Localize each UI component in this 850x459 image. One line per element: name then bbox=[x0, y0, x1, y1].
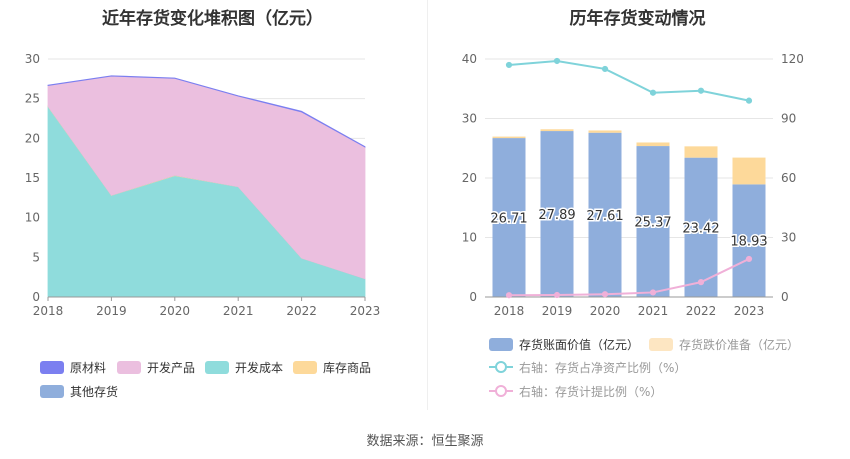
bar-label-halo: 25.37 bbox=[634, 216, 671, 231]
line-ratio-point bbox=[697, 87, 705, 94]
right-x-tick-label: 2018 bbox=[494, 304, 525, 318]
bar-label-halo: 27.61 bbox=[586, 209, 623, 224]
bar-label: 25.37 bbox=[634, 216, 671, 231]
bar-reserve bbox=[492, 136, 526, 139]
legend-label-provision: 右轴：存货计提比例（%） bbox=[519, 384, 662, 399]
left-x-tick-label: 2021 bbox=[223, 304, 254, 318]
right-right-axis-tick-label: 90 bbox=[781, 112, 796, 126]
left-x-tick-label: 2022 bbox=[286, 304, 317, 318]
legend-label-ratio: 右轴：存货占净资产比例（%） bbox=[519, 360, 686, 375]
line-provision-point bbox=[505, 292, 513, 299]
right-x-tick-label: 2021 bbox=[638, 304, 669, 318]
line-ratio-point bbox=[745, 97, 753, 104]
legend-swatch-原材料 bbox=[40, 361, 64, 374]
left-x-tick-label: 2023 bbox=[350, 304, 381, 318]
left-y-tick-label: 20 bbox=[25, 131, 40, 145]
bar-reserve bbox=[540, 129, 574, 132]
bar-label-halo: 18.93 bbox=[730, 235, 767, 250]
right-right-axis-tick-label: 30 bbox=[781, 231, 796, 245]
line-ratio-point bbox=[601, 65, 609, 73]
left-y-tick-label: 25 bbox=[25, 92, 40, 106]
left-x-tick-label: 2018 bbox=[33, 304, 64, 318]
line-provision-point bbox=[553, 291, 561, 299]
bar-label-halo: 23.42 bbox=[682, 221, 719, 236]
bar-reserve bbox=[636, 142, 670, 147]
legend-label-reserve: 存货跌价准备（亿元） bbox=[679, 337, 799, 352]
right-x-tick-label: 2019 bbox=[542, 304, 573, 318]
legend-swatch-开发成本 bbox=[205, 361, 229, 374]
bar-reserve bbox=[684, 146, 718, 158]
bar-label: 27.61 bbox=[586, 209, 623, 224]
line-provision-point bbox=[745, 255, 753, 263]
right-left-axis-tick-label: 20 bbox=[462, 171, 477, 185]
line-ratio-point bbox=[505, 61, 513, 69]
bar-book-value bbox=[732, 184, 766, 297]
right-left-axis-tick-label: 0 bbox=[469, 290, 477, 304]
line-provision-point bbox=[601, 291, 609, 298]
right-chart-title: 历年存货变动情况 bbox=[569, 9, 706, 29]
bar-label: 26.71 bbox=[490, 212, 527, 227]
bar-reserve bbox=[588, 130, 622, 133]
legend-label-开发产品: 开发产品 bbox=[147, 360, 195, 375]
line-provision-point bbox=[649, 289, 657, 296]
left-y-tick-label: 15 bbox=[25, 171, 40, 185]
line-provision bbox=[508, 258, 750, 297]
right-left-axis-tick-label: 40 bbox=[462, 52, 477, 66]
legend-swatch-开发产品 bbox=[117, 361, 141, 374]
right-x-tick-label: 2023 bbox=[734, 304, 765, 318]
legend-label-库存商品: 库存商品 bbox=[323, 360, 371, 375]
line-ratio bbox=[508, 59, 750, 102]
bar-label: 18.93 bbox=[730, 235, 767, 250]
right-right-axis-tick-label: 0 bbox=[781, 290, 789, 304]
legend-marker-provision bbox=[495, 385, 507, 397]
left-y-tick-label: 5 bbox=[32, 250, 40, 264]
legend-label-原材料: 原材料 bbox=[70, 361, 106, 375]
left-chart-title: 近年存货变化堆积图（亿元） bbox=[102, 9, 323, 29]
legend-swatch-其他存货 bbox=[40, 385, 64, 398]
bar-book-value bbox=[540, 131, 574, 297]
legend-label-其他存货: 其他存货 bbox=[70, 384, 118, 399]
bar-label-halo: 26.71 bbox=[490, 212, 527, 227]
legend-label-book: 存货账面价值（亿元） bbox=[519, 337, 639, 352]
bar-book-value bbox=[684, 157, 718, 297]
bar-label: 23.42 bbox=[682, 221, 719, 236]
left-y-tick-label: 30 bbox=[25, 52, 40, 66]
bar-book-value bbox=[636, 146, 670, 297]
legend-swatch-库存商品 bbox=[293, 361, 317, 374]
bar-book-value bbox=[492, 138, 526, 297]
right-left-axis-tick-label: 30 bbox=[462, 112, 477, 126]
bar-label: 27.89 bbox=[538, 208, 575, 223]
right-left-axis-tick-label: 10 bbox=[462, 231, 477, 245]
line-ratio-point bbox=[649, 89, 657, 96]
data-source: 数据来源：恒生聚源 bbox=[366, 434, 484, 449]
left-x-tick-label: 2019 bbox=[96, 304, 127, 318]
left-x-tick-label: 2020 bbox=[160, 304, 191, 318]
left-y-tick-label: 10 bbox=[25, 211, 40, 225]
legend-marker-ratio bbox=[495, 361, 507, 373]
right-x-tick-label: 2022 bbox=[686, 304, 717, 318]
bar-reserve bbox=[732, 157, 766, 185]
line-ratio-point bbox=[553, 57, 561, 65]
right-x-tick-label: 2020 bbox=[590, 304, 621, 318]
bar-book-value bbox=[588, 132, 622, 297]
bar-label-halo: 27.89 bbox=[538, 208, 575, 223]
legend-swatch-reserve bbox=[649, 338, 673, 351]
right-right-axis-tick-label: 120 bbox=[781, 52, 804, 66]
right-right-axis-tick-label: 60 bbox=[781, 171, 796, 185]
legend-label-开发成本: 开发成本 bbox=[235, 360, 283, 375]
legend-swatch-book bbox=[489, 338, 513, 351]
panel-divider bbox=[427, 0, 428, 410]
left-y-tick-label: 0 bbox=[32, 290, 40, 304]
area-原材料 bbox=[47, 75, 366, 148]
line-provision-point bbox=[697, 279, 705, 286]
